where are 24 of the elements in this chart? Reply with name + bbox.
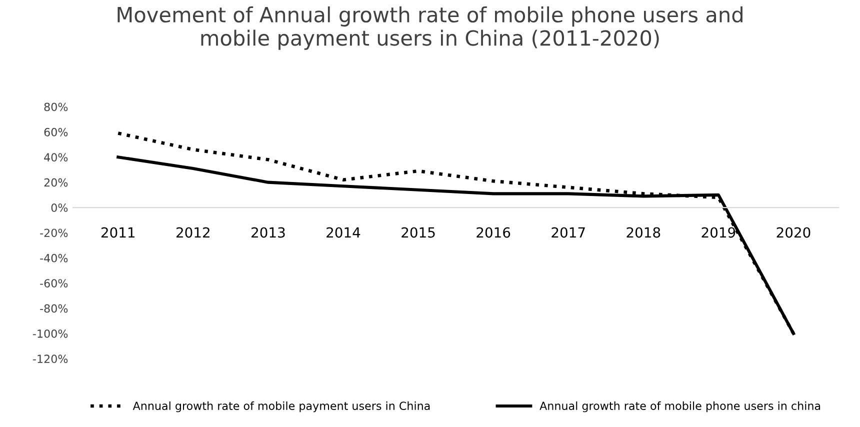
- y-tick-label: -100%: [33, 329, 68, 338]
- x-tick-label: 2017: [552, 227, 585, 238]
- x-tick-label: 2012: [176, 227, 210, 238]
- y-tick-label: 80%: [44, 102, 68, 112]
- legend-label: Annual growth rate of mobile phone users in china: [540, 401, 820, 412]
- y-tick-label: -20%: [40, 228, 68, 238]
- y-tick-label: 20%: [44, 178, 68, 187]
- x-tick-label: 2020: [776, 227, 810, 238]
- y-tick-label: 0%: [51, 203, 68, 212]
- x-tick-label: 2014: [326, 227, 360, 238]
- y-tick-label: -80%: [40, 304, 68, 313]
- x-tick-label: 2019: [702, 227, 736, 238]
- y-tick-label: 60%: [44, 128, 68, 136]
- y-tick-label: -40%: [40, 254, 68, 262]
- x-tick-label: 2015: [402, 227, 435, 238]
- legend-label: Annual growth rate of mobile payment users in China: [132, 401, 430, 412]
- x-tick-label: 2016: [476, 227, 510, 238]
- chart-title: Movement of Annual growth rate of mobile phone users and mobile payment users in China (2011-2020): [118, 6, 742, 50]
- y-tick-label: -120%: [33, 354, 68, 364]
- x-tick-label: 2013: [252, 227, 285, 238]
- y-tick-label: -60%: [40, 279, 68, 288]
- y-tick-label: 40%: [44, 153, 68, 162]
- x-tick-label: 2011: [101, 227, 135, 238]
- x-tick-label: 2018: [626, 227, 660, 238]
